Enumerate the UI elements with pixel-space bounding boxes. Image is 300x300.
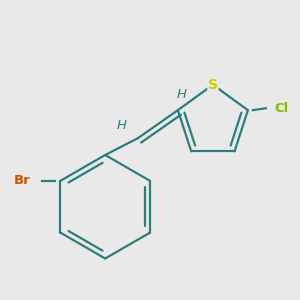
Text: S: S	[208, 78, 218, 92]
Text: H: H	[177, 88, 187, 101]
Text: Cl: Cl	[275, 102, 289, 115]
Text: Br: Br	[14, 174, 31, 188]
Text: H: H	[117, 118, 127, 132]
